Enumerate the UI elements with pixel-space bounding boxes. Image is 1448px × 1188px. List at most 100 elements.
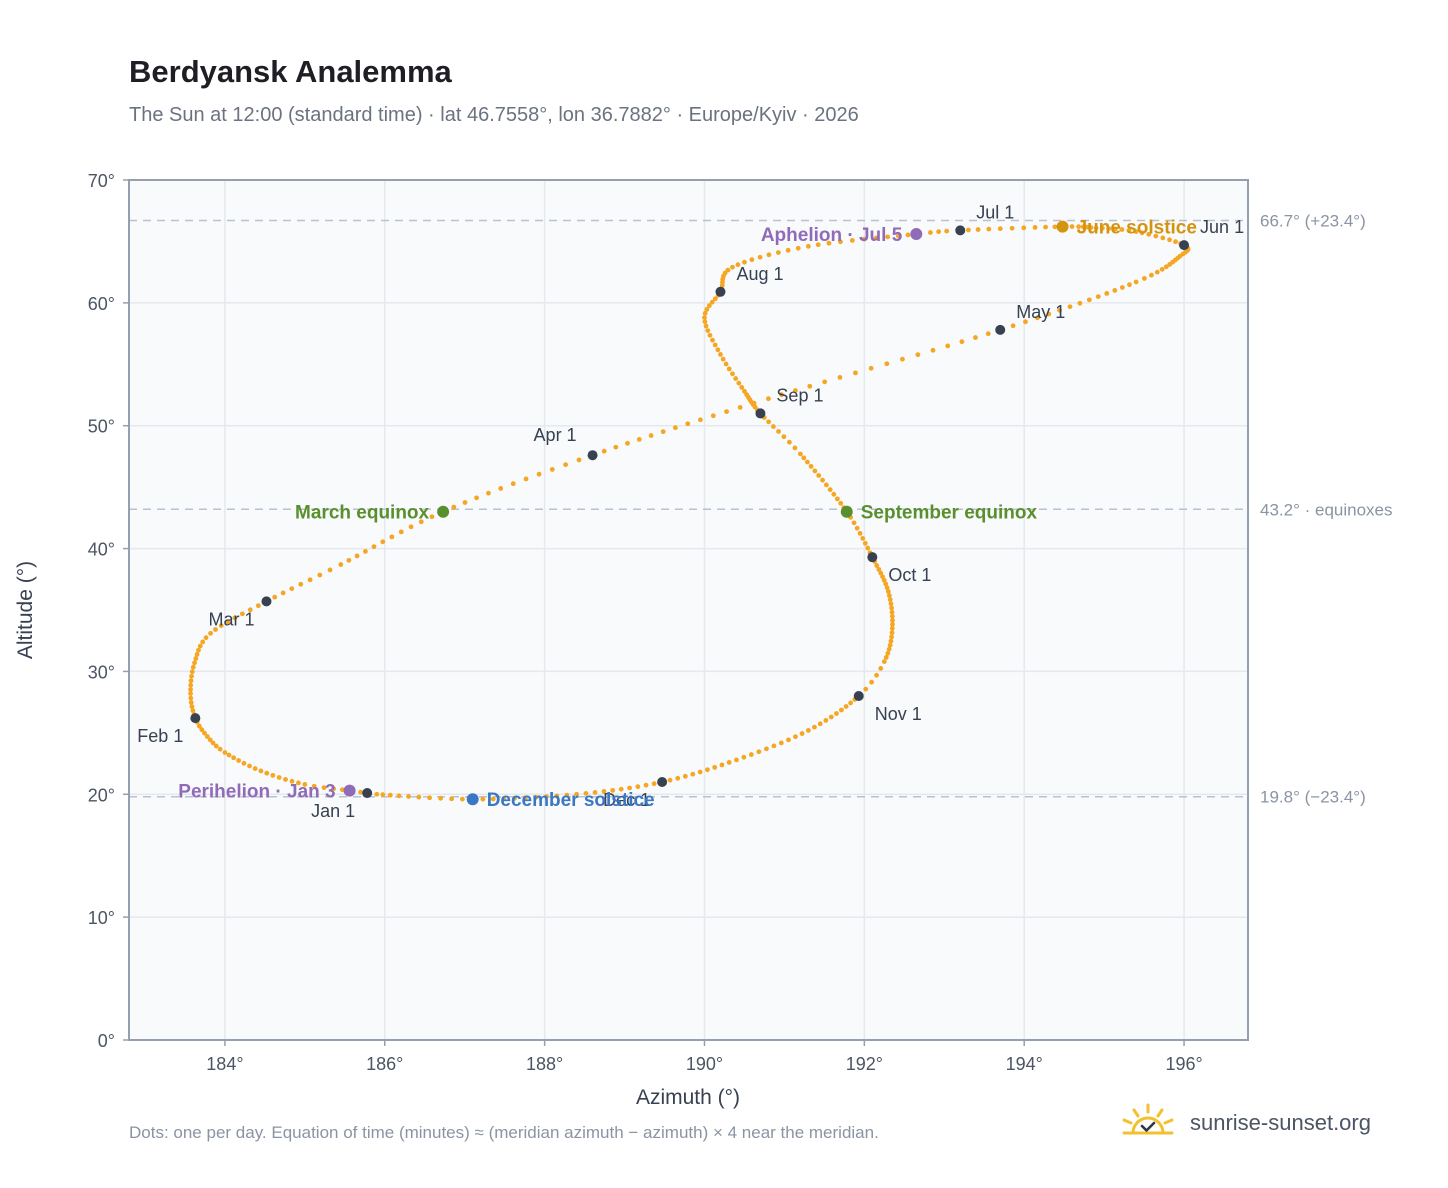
day-dot: [613, 444, 619, 450]
day-dot: [805, 728, 811, 733]
day-dot: [720, 356, 726, 362]
month-marker-dot: [853, 691, 864, 701]
event-marker-label: Aphelion · Jul 5: [761, 225, 903, 246]
event-marker-dot: [466, 793, 479, 806]
day-dot: [197, 643, 203, 649]
event-marker-label: December solstice: [487, 790, 655, 811]
event-marker-dot: [437, 505, 450, 518]
day-dot: [719, 762, 725, 768]
day-dot: [703, 323, 709, 329]
month-marker-dot: [995, 324, 1006, 335]
day-dot: [889, 609, 895, 615]
plot-frame: [128, 179, 1249, 1041]
day-dot: [190, 664, 196, 670]
day-dot: [889, 626, 895, 631]
day-dot: [512, 795, 517, 801]
day-dot: [793, 734, 798, 740]
x-tick-label: 188°: [526, 1054, 563, 1074]
day-dot: [905, 232, 911, 238]
day-dot: [815, 242, 821, 248]
day-dot: [522, 795, 528, 801]
day-dot: [672, 425, 678, 431]
day-dot: [778, 740, 784, 746]
day-dot: [766, 396, 771, 402]
day-dot: [258, 768, 264, 774]
day-dot: [863, 686, 869, 692]
day-dot: [363, 548, 368, 554]
day-dot: [885, 589, 891, 594]
day-dot: [944, 228, 950, 234]
day-dot: [812, 724, 817, 730]
day-dot: [986, 226, 992, 232]
day-dot: [890, 622, 895, 627]
brand-link[interactable]: sunrise-sunset.org: [1120, 1101, 1371, 1145]
event-marker-dot: [343, 784, 356, 797]
day-dot: [785, 247, 791, 253]
day-dot: [1119, 285, 1125, 290]
y-tick-label: 30°: [88, 662, 115, 682]
y-tick-label: 50°: [88, 417, 115, 437]
day-dot: [820, 477, 825, 483]
day-dot: [881, 577, 887, 583]
event-marker-label: June solstice: [1077, 218, 1197, 239]
day-dot: [865, 545, 871, 551]
day-dot: [451, 504, 457, 510]
day-dot: [900, 356, 905, 362]
day-dot: [1126, 227, 1132, 233]
y-tick-label: 40°: [88, 540, 115, 560]
day-dot: [549, 467, 555, 472]
day-dot: [675, 775, 681, 781]
day-dot: [764, 746, 769, 752]
day-dot: [1173, 239, 1178, 245]
sun-check-icon: [1122, 1103, 1174, 1135]
day-dot: [660, 429, 666, 435]
day-dot: [823, 718, 829, 723]
day-dot: [827, 487, 833, 493]
day-dot: [298, 581, 304, 587]
day-dot: [200, 639, 206, 645]
day-dot: [302, 782, 308, 787]
day-dot: [895, 233, 901, 239]
month-marker-label: Sep 1: [776, 385, 823, 405]
event-marker-dot: [1056, 220, 1069, 233]
day-dot: [826, 240, 832, 246]
day-dot: [213, 627, 218, 632]
day-dot: [592, 790, 598, 795]
day-dot: [883, 581, 889, 587]
day-dot: [1160, 235, 1166, 241]
analemma-path: [188, 224, 1191, 802]
day-dot: [208, 630, 213, 636]
day-dot: [733, 376, 739, 381]
day-dot: [915, 352, 921, 358]
day-dot: [682, 773, 688, 779]
day-dot: [574, 791, 579, 797]
day-dot: [705, 767, 710, 773]
day-dot: [730, 371, 735, 377]
day-dot: [480, 796, 486, 802]
day-dot: [771, 743, 777, 749]
day-dot: [873, 235, 879, 241]
day-dot: [203, 635, 209, 641]
day-dot: [231, 755, 237, 761]
day-dot: [1088, 225, 1094, 230]
day-dot: [1163, 264, 1169, 270]
chart-title: Berdyansk Analemma: [129, 54, 452, 89]
chart-subtitle: The Sun at 12:00 (standard time) · lat 4…: [129, 104, 859, 126]
day-dot: [834, 496, 840, 502]
day-dot: [878, 570, 884, 576]
day-dot: [883, 655, 889, 660]
event-marker-dot: [840, 505, 853, 518]
y-tick-label: 60°: [88, 294, 115, 314]
day-dot: [812, 468, 818, 474]
day-dot: [737, 405, 743, 410]
day-dot: [1080, 224, 1086, 230]
y-axis-label: Altitude (°): [14, 561, 37, 659]
day-dot: [501, 796, 507, 802]
plot-area: [129, 180, 1248, 1040]
day-dot: [1149, 272, 1154, 278]
day-dot: [823, 482, 829, 488]
day-dot: [837, 374, 843, 380]
day-dot: [886, 646, 892, 652]
day-dot: [1133, 229, 1139, 235]
